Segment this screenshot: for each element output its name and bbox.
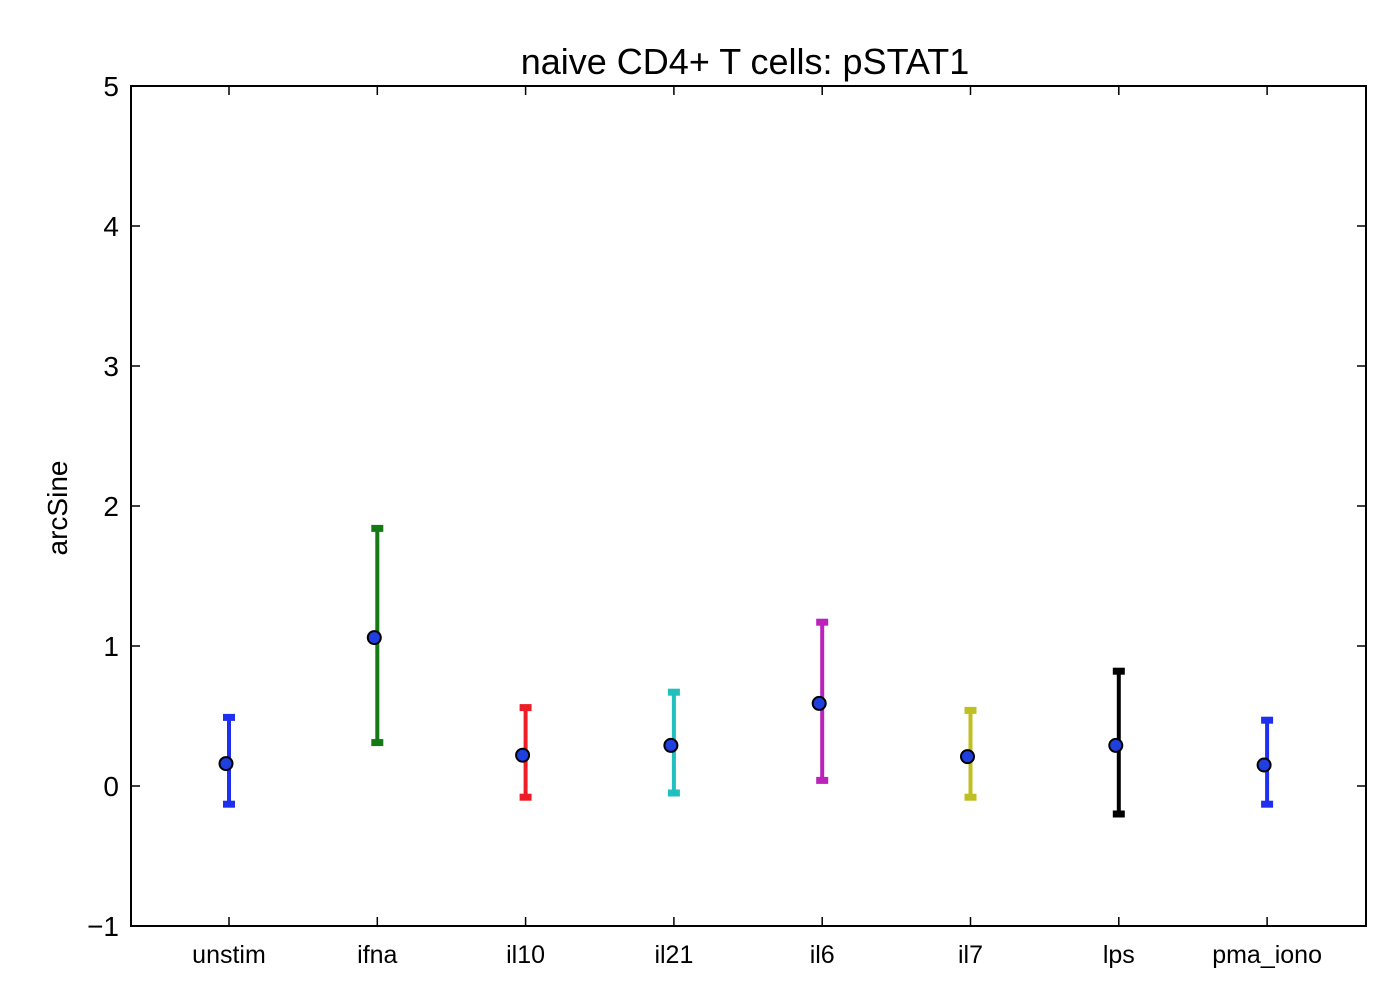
x-tick-label-ifna: ifna	[357, 941, 397, 969]
point-pma_iono	[1256, 757, 1272, 773]
point-il7	[960, 749, 975, 765]
y-tick-label-4: 3	[103, 351, 119, 382]
point-il10	[515, 747, 531, 763]
y-axis-label: arcSine	[42, 461, 73, 556]
y-tick-label-0: −1	[87, 911, 119, 942]
point-ifna	[366, 630, 382, 646]
point-unstim	[218, 756, 234, 772]
point-lps	[1108, 737, 1124, 753]
x-tick-label-lps: lps	[1103, 941, 1135, 969]
x-tick-label-il21: il21	[654, 941, 693, 969]
plot-frame	[130, 85, 1367, 927]
x-tick-label-unstim: unstim	[192, 941, 266, 969]
point-il6	[811, 695, 827, 711]
y-tick-label-5: 4	[103, 211, 119, 242]
plot-area: −1 0 1 2 3 4 5 unstim ifna il10 il21 il6 il7 lps pma_i…	[87, 71, 1367, 969]
point-il21	[663, 737, 679, 753]
y-tick-label-6: 5	[103, 71, 119, 102]
x-tick-label-il10: il10	[506, 941, 545, 969]
y-tick-label-2: 1	[103, 631, 119, 662]
y-tick-label-1: 0	[103, 771, 119, 802]
x-tick-label-pma_iono: pma_iono	[1212, 941, 1322, 969]
x-tick-label-il7: il7	[958, 941, 983, 969]
chart-title: naive CD4+ T cells: pSTAT1	[521, 41, 970, 82]
y-tick-label-3: 2	[103, 491, 119, 522]
x-tick-label-il6: il6	[810, 941, 835, 969]
